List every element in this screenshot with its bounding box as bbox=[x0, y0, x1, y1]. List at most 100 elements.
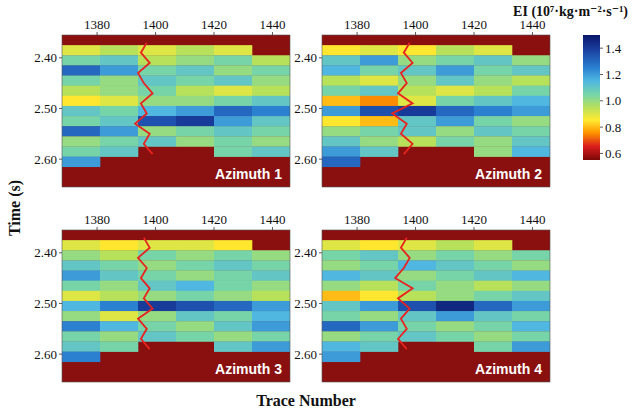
colorbar-tick-label: 0.8 bbox=[605, 120, 621, 135]
cell bbox=[474, 281, 512, 291]
cell bbox=[360, 146, 398, 156]
x-tick bbox=[155, 227, 156, 230]
x-tick-label: 1440 bbox=[519, 17, 545, 32]
cell bbox=[436, 136, 474, 146]
cell bbox=[398, 271, 436, 281]
cell bbox=[214, 45, 252, 55]
cell bbox=[322, 65, 360, 75]
cell bbox=[436, 271, 474, 281]
cell bbox=[322, 116, 360, 126]
cell bbox=[512, 146, 550, 156]
cell bbox=[62, 291, 100, 301]
cell bbox=[474, 76, 512, 86]
cell bbox=[176, 116, 214, 126]
frame bbox=[322, 35, 550, 187]
x-tick bbox=[532, 32, 533, 35]
cell bbox=[322, 301, 360, 311]
plot-area bbox=[322, 43, 550, 167]
cell bbox=[214, 260, 252, 270]
cell bbox=[100, 116, 138, 126]
x-tick-label: 1400 bbox=[403, 17, 429, 32]
cell bbox=[436, 116, 474, 126]
cell bbox=[512, 291, 550, 301]
cell bbox=[62, 76, 100, 86]
cell bbox=[360, 65, 398, 75]
y-tick-label: 2.40 bbox=[294, 50, 317, 65]
cell bbox=[512, 76, 550, 86]
cell bbox=[474, 106, 512, 116]
cell bbox=[214, 136, 252, 146]
cell bbox=[62, 55, 100, 65]
cell bbox=[512, 96, 550, 106]
cell bbox=[512, 311, 550, 321]
cell bbox=[214, 76, 252, 86]
panel-title: Azimuth 1 bbox=[215, 166, 282, 182]
cell bbox=[100, 136, 138, 146]
cell bbox=[100, 301, 138, 311]
cell bbox=[512, 136, 550, 146]
panel-background bbox=[62, 230, 290, 382]
cell bbox=[436, 301, 474, 311]
well-curve bbox=[395, 238, 413, 350]
colorbar-tick bbox=[600, 127, 603, 128]
cell bbox=[474, 55, 512, 65]
x-tick bbox=[415, 227, 416, 230]
cell bbox=[252, 331, 290, 341]
cell bbox=[252, 281, 290, 291]
x-tick bbox=[357, 227, 358, 230]
cell bbox=[62, 352, 100, 362]
cell bbox=[474, 146, 512, 156]
cell bbox=[512, 250, 550, 260]
cell bbox=[252, 250, 290, 260]
y-tick bbox=[319, 57, 322, 58]
cell bbox=[436, 250, 474, 260]
y-tick bbox=[319, 303, 322, 304]
cell bbox=[474, 260, 512, 270]
cell bbox=[62, 45, 100, 55]
x-tick bbox=[415, 32, 416, 35]
cell bbox=[62, 86, 100, 96]
cell bbox=[436, 240, 474, 250]
x-tick bbox=[272, 32, 273, 35]
x-tick-label: 1400 bbox=[403, 212, 429, 227]
x-tick-label: 1440 bbox=[519, 212, 545, 227]
cell bbox=[214, 86, 252, 96]
cell bbox=[252, 291, 290, 301]
cell bbox=[474, 116, 512, 126]
cell bbox=[252, 86, 290, 96]
cell bbox=[360, 341, 398, 351]
cell bbox=[62, 301, 100, 311]
cell bbox=[474, 341, 512, 351]
cell bbox=[62, 311, 100, 321]
y-tick-label: 2.40 bbox=[294, 245, 317, 260]
x-tick-label: 1400 bbox=[143, 17, 169, 32]
cell bbox=[322, 291, 360, 301]
colorbar: 1.41.21.00.80.6 bbox=[583, 35, 622, 161]
cell bbox=[176, 96, 214, 106]
cell bbox=[62, 96, 100, 106]
cell bbox=[138, 240, 176, 250]
cell bbox=[512, 301, 550, 311]
cell bbox=[436, 281, 474, 291]
cell bbox=[436, 126, 474, 136]
x-tick-label: 1420 bbox=[461, 212, 487, 227]
cell bbox=[176, 76, 214, 86]
cell bbox=[100, 65, 138, 75]
cell bbox=[474, 331, 512, 341]
panel: 13801400142014402.402.502.60Azimuth 4 bbox=[294, 212, 550, 382]
cell bbox=[360, 86, 398, 96]
cell bbox=[252, 116, 290, 126]
cell bbox=[512, 65, 550, 75]
x-tick-label: 1440 bbox=[259, 17, 285, 32]
cell bbox=[360, 96, 398, 106]
cell bbox=[436, 331, 474, 341]
cell bbox=[360, 301, 398, 311]
x-tick-label: 1420 bbox=[201, 17, 227, 32]
frame bbox=[62, 230, 290, 382]
cell bbox=[360, 240, 398, 250]
cell bbox=[252, 321, 290, 331]
y-tick bbox=[59, 159, 62, 160]
cell bbox=[214, 146, 252, 156]
cell bbox=[474, 311, 512, 321]
x-tick bbox=[97, 32, 98, 35]
